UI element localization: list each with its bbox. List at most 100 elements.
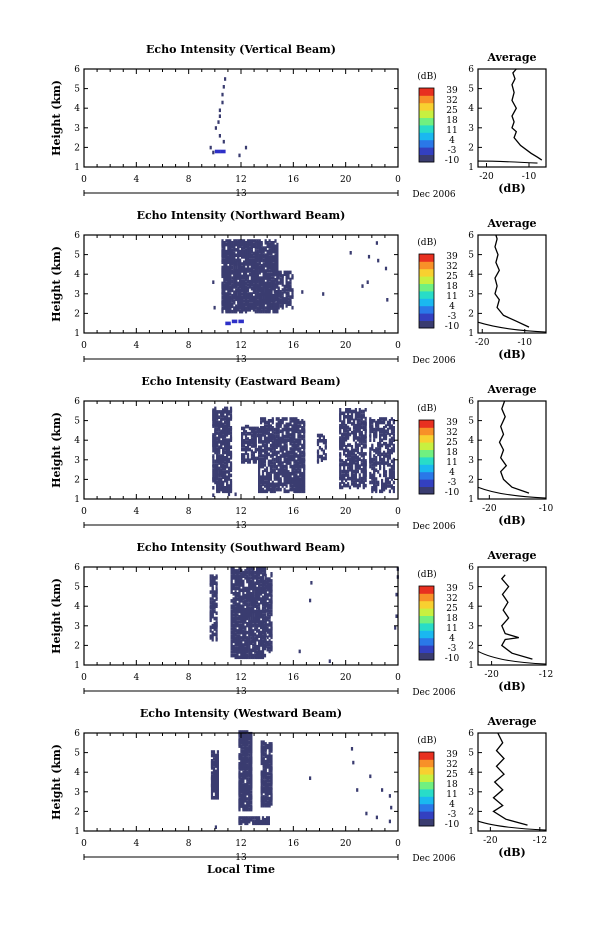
colorbar-band bbox=[419, 442, 434, 450]
echo-cell bbox=[224, 429, 227, 434]
average-y-tick-label: 5 bbox=[468, 251, 474, 261]
echo-cell bbox=[232, 592, 235, 596]
echo-cell bbox=[225, 285, 228, 289]
echo-cell bbox=[234, 577, 237, 582]
echo-cell bbox=[250, 636, 253, 640]
echo-cell bbox=[238, 730, 241, 734]
echo-cell bbox=[274, 244, 277, 249]
echo-cell bbox=[246, 746, 249, 750]
echo-cell bbox=[347, 408, 350, 412]
colorbar-band bbox=[419, 283, 434, 292]
echo-cell bbox=[287, 270, 290, 275]
echo-cell bbox=[263, 630, 267, 635]
x-tick-label: 4 bbox=[133, 839, 139, 849]
echo-cell bbox=[339, 418, 342, 423]
echo-cell bbox=[238, 637, 241, 642]
echo-cell bbox=[354, 441, 357, 446]
echo-cell bbox=[277, 275, 280, 280]
average-y-tick-label: 5 bbox=[468, 583, 474, 593]
echo-cell bbox=[252, 629, 255, 633]
colorbar-tick-label: 4 bbox=[449, 634, 455, 644]
echo-cell bbox=[238, 570, 241, 575]
average-y-tick-label: 6 bbox=[468, 563, 474, 573]
echo-cell bbox=[289, 417, 292, 421]
echo-cell bbox=[354, 482, 357, 486]
colorbar-frame bbox=[418, 585, 435, 661]
echo-cell bbox=[287, 475, 290, 479]
echo-cell bbox=[252, 251, 255, 256]
echo-cell bbox=[279, 429, 282, 434]
echo-cell bbox=[320, 447, 323, 452]
echo-cell bbox=[258, 436, 261, 441]
echo-cell bbox=[244, 569, 247, 573]
average-title: Average bbox=[486, 549, 536, 562]
echo-cell bbox=[254, 816, 257, 820]
echo-cell bbox=[263, 463, 267, 467]
echo-cell bbox=[272, 276, 275, 280]
echo-cell bbox=[268, 796, 271, 801]
echo-cell bbox=[244, 630, 247, 635]
echo-cell bbox=[386, 484, 390, 488]
average-y-tick-label: 6 bbox=[468, 729, 474, 739]
echo-cell bbox=[281, 466, 284, 471]
echo-cell bbox=[271, 436, 274, 441]
echo-cell bbox=[260, 463, 263, 467]
echo-cell bbox=[263, 567, 267, 571]
echo-cell bbox=[384, 461, 388, 465]
echo-cell bbox=[293, 440, 296, 444]
echo-cell bbox=[246, 586, 249, 591]
echo-cell bbox=[297, 434, 300, 439]
echo-cell bbox=[386, 427, 390, 432]
echo-cell bbox=[246, 446, 250, 450]
colorbar-tick-label: 4 bbox=[449, 136, 455, 146]
echo-cell bbox=[266, 285, 269, 289]
echo-cell bbox=[358, 418, 361, 423]
echo-cell bbox=[267, 471, 270, 476]
echo-cell bbox=[377, 461, 380, 465]
echo-cell bbox=[265, 450, 269, 455]
echo-cell bbox=[246, 260, 250, 264]
echo-cell bbox=[354, 415, 357, 419]
echo-cell bbox=[283, 417, 286, 421]
echo-cell bbox=[240, 574, 243, 578]
echo-cell bbox=[347, 469, 350, 474]
echo-cell bbox=[246, 456, 250, 461]
echo-cell bbox=[356, 788, 359, 792]
echo-cell bbox=[216, 440, 219, 444]
average-surface-line bbox=[477, 160, 538, 164]
echo-cell bbox=[354, 453, 357, 458]
colorbar-band bbox=[419, 630, 434, 639]
echo-cell bbox=[291, 305, 294, 310]
echo-cell bbox=[230, 653, 233, 658]
echo-cell bbox=[262, 297, 265, 302]
echo-cell bbox=[260, 620, 263, 624]
echo-cell bbox=[345, 469, 348, 474]
echo-cell bbox=[275, 471, 278, 476]
y-tick-label: 3 bbox=[74, 788, 80, 798]
echo-cell bbox=[250, 614, 253, 619]
echo-cell bbox=[264, 281, 267, 286]
echo-cell bbox=[254, 281, 257, 286]
echo-cell bbox=[212, 280, 215, 284]
echo-cell bbox=[268, 772, 271, 776]
echo-cell bbox=[373, 466, 376, 471]
echo-cell bbox=[395, 592, 398, 597]
average-y-tick-label: 3 bbox=[468, 622, 474, 632]
echo-cell bbox=[354, 434, 357, 438]
echo-cell bbox=[266, 587, 269, 592]
echo-cell bbox=[250, 286, 253, 291]
echo-cell bbox=[238, 607, 241, 612]
echo-cell bbox=[215, 581, 218, 585]
echo-cell bbox=[212, 757, 216, 761]
echo-cell bbox=[268, 646, 271, 650]
echo-cell bbox=[221, 295, 224, 300]
echo-cell bbox=[271, 480, 274, 485]
echo-cell bbox=[295, 452, 298, 457]
echo-cell bbox=[371, 419, 374, 423]
echo-cell bbox=[283, 290, 286, 294]
echo-cell bbox=[379, 489, 382, 494]
echo-cell bbox=[268, 642, 271, 647]
echo-cell bbox=[283, 471, 286, 476]
echo-cell bbox=[260, 630, 263, 635]
echo-cell bbox=[243, 302, 246, 307]
